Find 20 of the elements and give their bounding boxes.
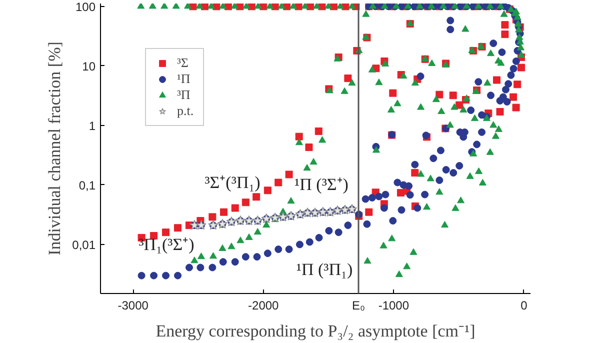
x-tick-label: 0 — [520, 298, 528, 312]
x-tick-label: -2000 — [248, 298, 280, 312]
x-tick-label: -1000 — [378, 298, 410, 312]
y-tick-label: 0,01 — [72, 238, 96, 252]
annotation: ¹Π (³Σ⁺) — [294, 175, 348, 194]
y-tick-label: 10 — [82, 59, 96, 74]
legend-label: ³Σ — [177, 55, 190, 71]
y-tick-label: 1 — [88, 118, 96, 133]
x-tick-label: E₀ — [352, 298, 366, 312]
annotation: ³Π₁(³Σ⁺) — [138, 235, 194, 254]
legend-label: ¹Π — [177, 71, 192, 87]
x-tick-label: -3000 — [118, 298, 149, 312]
y-axis-title: Individual channel fraction [%] — [45, 42, 64, 256]
annotation: ³Σ⁺(³Π₁) — [204, 173, 260, 192]
annotation: ¹Π (³Π₁) — [296, 260, 353, 279]
legend-label: ³Π — [177, 87, 192, 103]
y-tick-label: 100 — [75, 0, 96, 14]
x-axis-title: Energy corresponding to P₃/₂ asymptote [cm⁻¹] — [156, 322, 476, 340]
legend-label: p.t. — [177, 103, 195, 119]
y-tick-label: 0,1 — [78, 178, 96, 192]
